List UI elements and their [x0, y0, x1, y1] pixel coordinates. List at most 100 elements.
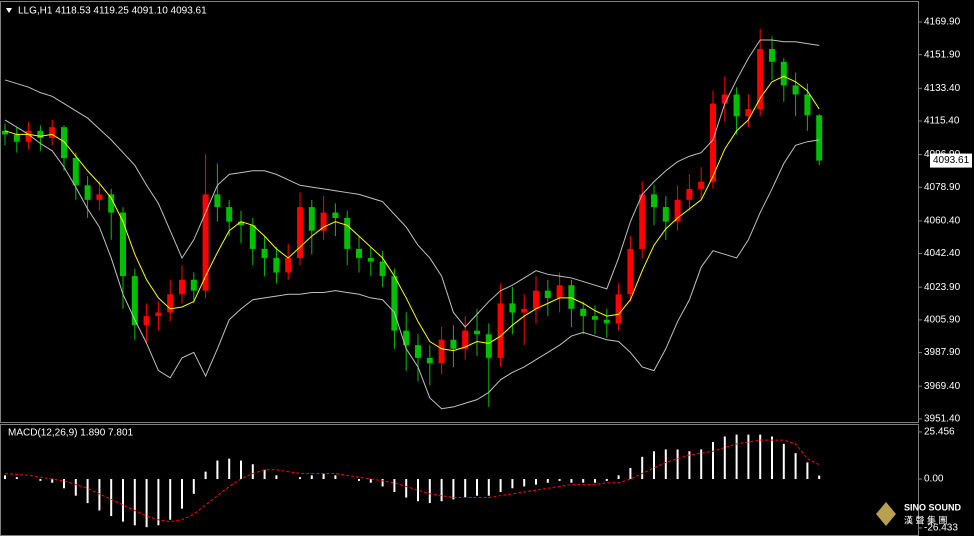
candle-body — [556, 285, 563, 298]
candle-body — [710, 103, 716, 182]
candle-body — [308, 207, 315, 231]
indicator-line — [4, 39, 820, 328]
y-tick-label: 3987.90 — [924, 347, 961, 358]
candle-body — [108, 194, 115, 213]
candle-body — [167, 294, 174, 313]
candle-body — [592, 316, 598, 320]
candle-body — [143, 316, 150, 326]
y-tick-label: 3951.40 — [924, 414, 961, 425]
logo-icon — [876, 502, 896, 526]
candle-body — [84, 185, 91, 200]
candle-body — [72, 158, 79, 186]
candle-body — [261, 248, 268, 258]
y-tick-label: 4133.40 — [924, 83, 961, 94]
candle-body — [96, 194, 103, 200]
candle-body — [698, 181, 705, 189]
chart-title: LLG,H1 4118.53 4119.25 4091.10 4093.61 — [18, 6, 207, 17]
menu-arrow[interactable] — [6, 8, 12, 13]
y-tick-label: 4078.90 — [924, 182, 961, 193]
candle-body — [155, 312, 162, 317]
candle-body — [792, 85, 799, 95]
candle-body — [273, 257, 280, 273]
candle-body — [662, 207, 669, 222]
candle-body — [426, 357, 433, 364]
y-tick-label: 4060.40 — [924, 216, 961, 227]
indicator-line — [4, 75, 820, 352]
y-tick-label: 4169.90 — [924, 17, 961, 28]
y-tick-label: 4042.40 — [924, 248, 961, 259]
candle-body — [474, 330, 480, 335]
y-tick-label: 25.456 — [924, 427, 955, 438]
candle-body — [450, 339, 457, 349]
candle-body — [367, 257, 374, 262]
candle-body — [238, 221, 244, 226]
y-tick-label: 4005.90 — [924, 315, 961, 326]
candle-body — [533, 290, 539, 309]
candle-body — [627, 248, 634, 295]
candle-body — [568, 285, 575, 309]
candle-body — [639, 194, 646, 249]
candle-body — [37, 130, 44, 139]
candle-body — [651, 194, 657, 208]
candle-body — [415, 345, 421, 358]
candle-body — [202, 194, 209, 291]
candle-body — [816, 115, 823, 161]
candle-body — [120, 212, 126, 277]
y-tick-label: 0.00 — [924, 474, 944, 485]
candle-body — [332, 212, 339, 218]
candle-body — [25, 130, 32, 142]
last-price: 4093.61 — [933, 155, 970, 166]
candle-body — [403, 330, 410, 346]
candle-body — [438, 339, 445, 364]
candle-body — [615, 294, 622, 324]
candle-body — [674, 199, 681, 222]
candle-body — [757, 49, 764, 109]
candle-body — [214, 194, 221, 208]
y-tick-label: 4151.90 — [924, 49, 961, 60]
candle-body — [462, 330, 469, 349]
candle-body — [61, 127, 67, 159]
candle-body — [391, 276, 398, 331]
candle-body — [190, 279, 197, 291]
candle-body — [297, 207, 303, 258]
price-panel — [0, 1, 919, 423]
logo-subtitle: 漢 聲 集 團 — [904, 514, 948, 525]
y-tick-label: -26.433 — [924, 523, 958, 534]
candle-body — [521, 308, 528, 313]
candle-body — [249, 225, 256, 249]
candle-body — [509, 303, 516, 313]
price-box — [930, 153, 972, 168]
candle-body — [226, 207, 233, 222]
candle-body — [686, 188, 693, 200]
candle-body — [580, 308, 587, 317]
logo: SINO SOUND 漢 聲 集 團 — [876, 502, 962, 526]
candle-body — [804, 94, 811, 116]
candle-body — [745, 108, 752, 117]
candle-body — [780, 61, 787, 86]
candle-body — [485, 334, 492, 358]
candle-body — [320, 212, 327, 231]
candle-body — [356, 248, 362, 258]
y-tick-label: 3969.40 — [924, 381, 961, 392]
macd-panel — [0, 424, 919, 536]
macd-title: MACD(12,26,9) 1.890 7.801 — [8, 428, 134, 439]
candle-body — [285, 257, 292, 273]
logo-name: SINO SOUND — [904, 502, 962, 512]
candle-body — [379, 261, 386, 277]
candle-body — [344, 217, 351, 249]
candle-body — [733, 94, 740, 117]
candle-body — [131, 276, 138, 326]
y-tick-label: 4023.90 — [924, 282, 961, 293]
candle-body — [2, 130, 8, 135]
candle-body — [49, 127, 56, 139]
candle-body — [769, 49, 775, 62]
candle-body — [179, 279, 185, 295]
candle-body — [603, 319, 610, 324]
candle-body — [544, 290, 551, 298]
candle-body — [13, 134, 20, 142]
signal-line — [4, 439, 820, 523]
indicator-line — [4, 119, 820, 410]
candle-body — [497, 303, 504, 358]
candle-body — [721, 94, 728, 104]
